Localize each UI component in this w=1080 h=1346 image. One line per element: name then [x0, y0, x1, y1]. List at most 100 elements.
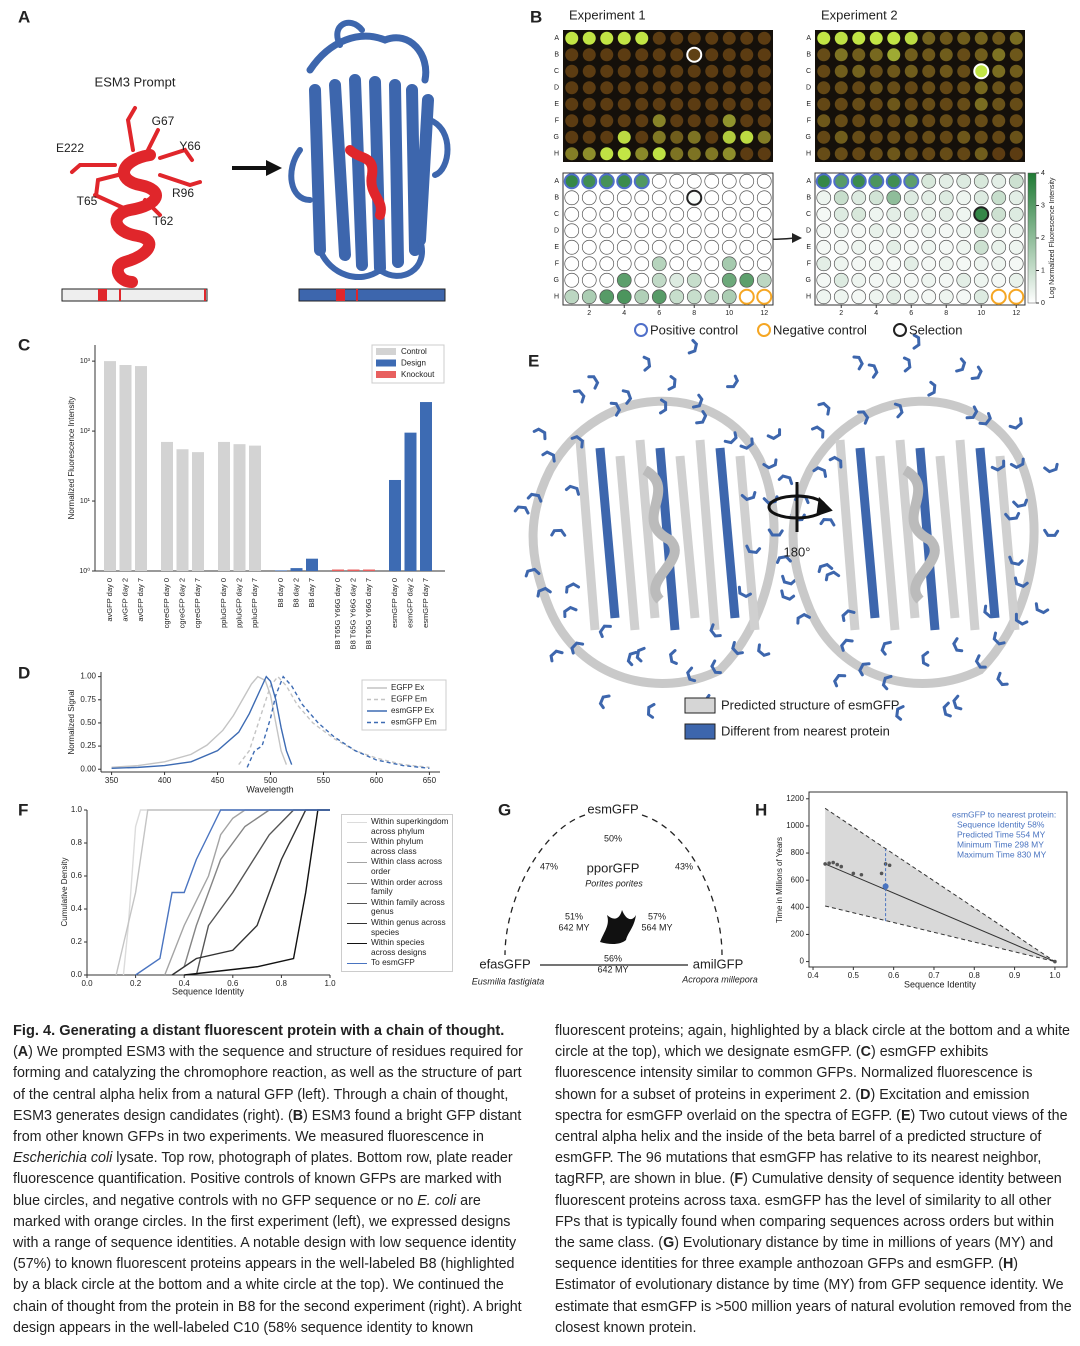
- well: [851, 272, 867, 288]
- well: [739, 256, 755, 272]
- well: [973, 239, 989, 255]
- well: [599, 190, 615, 206]
- well-photo: [582, 114, 596, 128]
- well-photo: [705, 130, 719, 144]
- legend-label: Within genus across species: [371, 916, 446, 937]
- well-marker: [598, 173, 615, 190]
- well: [886, 190, 902, 206]
- well-photo: [887, 48, 901, 62]
- well: [938, 289, 954, 305]
- residue-label: T65: [77, 194, 98, 208]
- x-tick-label: 550: [317, 776, 331, 785]
- residue-stick: [1009, 457, 1025, 470]
- column-tick-label: 12: [1012, 310, 1020, 317]
- plate-grid: [814, 172, 1026, 306]
- well: [599, 223, 615, 239]
- well-photo: [887, 130, 901, 144]
- well: [956, 206, 972, 222]
- residue-stick: [709, 623, 722, 638]
- row-label: D: [554, 228, 559, 235]
- well-photo: [992, 31, 1006, 45]
- well: [833, 190, 849, 206]
- x-tick-label: ppluGFP day 7: [250, 578, 259, 628]
- well: [651, 289, 667, 305]
- well: [973, 173, 989, 189]
- well: [833, 289, 849, 305]
- legend-swatch: [347, 943, 367, 945]
- well: [651, 190, 667, 206]
- x-tick-label: 0.0: [81, 979, 93, 988]
- well-photo: [974, 97, 988, 111]
- column-tick-label: 6: [657, 310, 661, 317]
- residue-stick: [1014, 612, 1029, 626]
- annotation: Predicted Time 554 MY: [957, 829, 1046, 839]
- well-photo: [635, 81, 649, 95]
- well: [739, 190, 755, 206]
- well-photo: [582, 48, 596, 62]
- well-photo: [705, 81, 719, 95]
- well: [651, 223, 667, 239]
- legend-label: Positive control: [650, 322, 738, 337]
- well: [956, 289, 972, 305]
- well-photo: [757, 97, 771, 111]
- strand: [595, 447, 620, 619]
- well: [634, 223, 650, 239]
- well: [956, 272, 972, 288]
- x-tick-label: ppluGFP day 2: [234, 578, 243, 628]
- well-photo: [652, 114, 666, 128]
- row-label: G: [806, 277, 811, 284]
- row-label: D: [554, 85, 559, 92]
- well-photo: [687, 81, 701, 95]
- legend-marker: [634, 323, 648, 337]
- well-photo: [740, 81, 754, 95]
- well: [868, 289, 884, 305]
- annotation: Sequence Identity 58%: [957, 819, 1045, 829]
- residue-stick: [777, 474, 794, 486]
- well: [704, 223, 720, 239]
- residue-stick: [780, 589, 796, 601]
- residue-stick: [811, 425, 825, 439]
- caption-text: ) We prompted ESM3 with the sequence and…: [13, 1044, 523, 1124]
- well-photo: [600, 31, 614, 45]
- residue-stick: [667, 375, 677, 391]
- caption-body: (A) We prompted ESM3 with the sequence a…: [13, 1021, 1073, 1339]
- well: [1008, 206, 1024, 222]
- well-photo: [992, 81, 1006, 95]
- well-photo: [652, 31, 666, 45]
- well: [956, 173, 972, 189]
- bar: [176, 449, 189, 571]
- row-label: B: [554, 52, 559, 59]
- well: [833, 206, 849, 222]
- residue-stick: [549, 649, 564, 663]
- well-photo: [687, 130, 701, 144]
- well-photo: [740, 130, 754, 144]
- well: [886, 289, 902, 305]
- caption-text: D: [860, 1086, 871, 1103]
- x-tick-label: ppluGFP day 0: [219, 578, 228, 628]
- well-photo: [887, 31, 901, 45]
- well-photo: [904, 147, 918, 161]
- x-tick-label: esmGFP day 7: [421, 578, 430, 628]
- well: [581, 272, 597, 288]
- plate-photo: [563, 30, 773, 162]
- well-photo: [757, 64, 771, 78]
- x-tick-label: avGFP day 0: [105, 578, 114, 622]
- residue-stick: [740, 491, 757, 502]
- well: [886, 272, 902, 288]
- well: [921, 190, 937, 206]
- strand: [875, 455, 900, 631]
- well-photo: [904, 114, 918, 128]
- legend-swatch: [376, 371, 396, 378]
- well-photo: [817, 48, 831, 62]
- well-photo: [652, 81, 666, 95]
- well-photo: [670, 64, 684, 78]
- legend-entry: Within phylum across class: [345, 836, 449, 856]
- bar: [275, 570, 287, 571]
- well: [616, 206, 632, 222]
- well: [704, 190, 720, 206]
- strand: [835, 439, 860, 631]
- well-photo: [635, 31, 649, 45]
- residue-stick: [828, 455, 843, 469]
- bar: [389, 479, 401, 571]
- legend-label: Design: [401, 359, 426, 368]
